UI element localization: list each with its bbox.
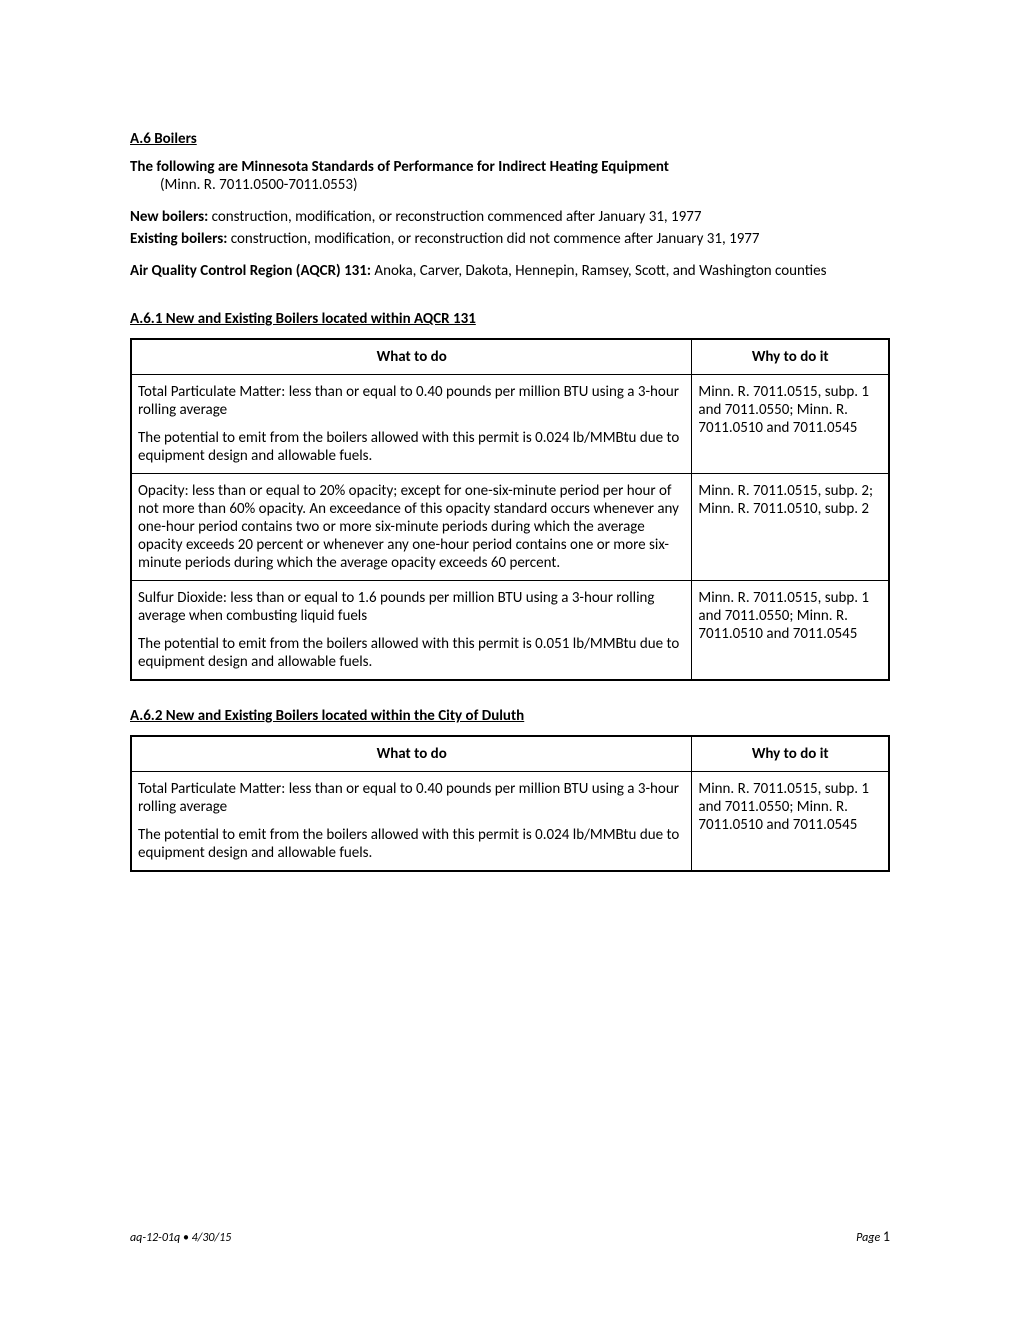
col-header-what: What to do <box>131 736 692 772</box>
existing-boilers-text: construction, modification, or reconstru… <box>227 230 759 248</box>
cell-para: Total Particulate Matter: less than or e… <box>138 780 685 816</box>
col-header-why: Why to do it <box>692 736 889 772</box>
intro-citation: (Minn. R. 7011.0500-7011.0553) <box>160 176 358 194</box>
cell-para: The potential to emit from the boilers a… <box>138 826 685 862</box>
cell-what: Opacity: less than or equal to 20% opaci… <box>131 474 692 581</box>
cell-why: Minn. R. 7011.0515, subp. 1 and 7011.055… <box>692 772 889 872</box>
footer-docref: aq-12-01q • 4/30/15 <box>130 1231 231 1245</box>
aqcr-text: Anoka, Carver, Dakota, Hennepin, Ramsey,… <box>371 262 826 280</box>
table-row: Total Particulate Matter: less than or e… <box>131 772 889 872</box>
intro-bold-text: The following are Minnesota Standards of… <box>130 158 669 176</box>
cell-what: Sulfur Dioxide: less than or equal to 1.… <box>131 581 692 681</box>
cell-what: Total Particulate Matter: less than or e… <box>131 772 692 872</box>
footer-page: Page 1 <box>856 1228 890 1245</box>
footer-page-number: 1 <box>883 1228 890 1245</box>
sub2-heading: A.6.2 New and Existing Boilers located w… <box>130 707 890 725</box>
existing-boilers-label: Existing boilers: <box>130 230 227 248</box>
aqcr-label: Air Quality Control Region (AQCR) 131: <box>130 262 371 280</box>
table-row: Sulfur Dioxide: less than or equal to 1.… <box>131 581 889 681</box>
new-boilers-label: New boilers: <box>130 208 208 226</box>
cell-para: The potential to emit from the boilers a… <box>138 635 685 671</box>
cell-why: Minn. R. 7011.0515, subp. 1 and 7011.055… <box>692 581 889 681</box>
table-aqcr131: What to do Why to do it Total Particulat… <box>130 338 890 681</box>
new-boilers-text: construction, modification, or reconstru… <box>208 208 701 226</box>
cell-why: Minn. R. 7011.0515, subp. 1 and 7011.055… <box>692 375 889 474</box>
cell-why: Minn. R. 7011.0515, subp. 2; Minn. R. 70… <box>692 474 889 581</box>
table-header-row: What to do Why to do it <box>131 736 889 772</box>
page-footer: aq-12-01q • 4/30/15 Page 1 <box>130 1228 890 1245</box>
cell-what: Total Particulate Matter: less than or e… <box>131 375 692 474</box>
col-header-what: What to do <box>131 339 692 375</box>
cell-para: Total Particulate Matter: less than or e… <box>138 383 685 419</box>
col-header-why: Why to do it <box>692 339 889 375</box>
cell-para: Sulfur Dioxide: less than or equal to 1.… <box>138 589 685 625</box>
footer-page-label: Page <box>856 1231 883 1245</box>
cell-para: Opacity: less than or equal to 20% opaci… <box>138 482 685 572</box>
table-duluth: What to do Why to do it Total Particulat… <box>130 735 890 872</box>
section-heading: A.6 Boilers <box>130 130 890 148</box>
table-row: Total Particulate Matter: less than or e… <box>131 375 889 474</box>
table-header-row: What to do Why to do it <box>131 339 889 375</box>
cell-para: The potential to emit from the boilers a… <box>138 429 685 465</box>
sub1-heading: A.6.1 New and Existing Boilers located w… <box>130 310 890 328</box>
table-row: Opacity: less than or equal to 20% opaci… <box>131 474 889 581</box>
